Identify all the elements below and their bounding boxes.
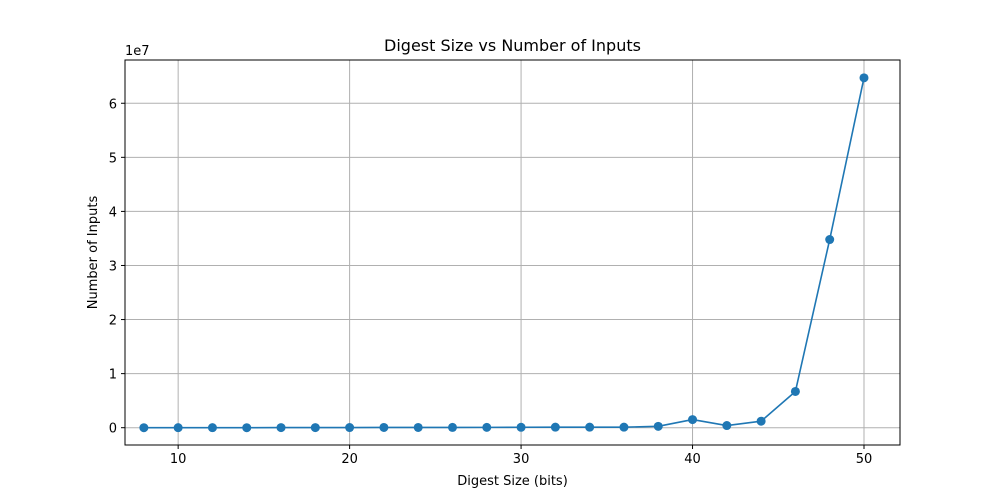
data-point xyxy=(790,386,800,396)
x-axis-label: Digest Size (bits) xyxy=(457,474,568,489)
plot-frame xyxy=(124,59,901,446)
data-point xyxy=(482,422,492,432)
y-axis-label: Number of Inputs xyxy=(86,196,101,310)
data-point xyxy=(345,423,355,433)
y-tick-label: 4 xyxy=(109,205,117,220)
series-line xyxy=(143,77,865,429)
data-point xyxy=(722,421,732,431)
x-tick-label: 40 xyxy=(684,452,701,467)
x-tick-label: 50 xyxy=(856,452,873,467)
y-tick-label: 1 xyxy=(109,368,117,383)
data-point xyxy=(688,415,698,425)
data-point xyxy=(516,422,526,432)
data-point xyxy=(756,416,766,426)
x-tick-label: 30 xyxy=(513,452,530,467)
y-tick-label: 5 xyxy=(109,151,117,166)
data-point xyxy=(276,423,286,433)
y-tick-label: 2 xyxy=(109,314,117,329)
x-tick-label: 10 xyxy=(170,452,187,467)
data-point xyxy=(242,423,252,433)
y-tick-label: 0 xyxy=(109,422,117,437)
data-point xyxy=(859,73,869,83)
data-point xyxy=(139,423,149,433)
data-point xyxy=(653,421,663,431)
axes: 10 20 30 40 50 0 1 2 3 4 5 6 xyxy=(109,97,873,467)
data-point xyxy=(585,422,595,432)
y-offset-label: 1e7 xyxy=(125,44,150,59)
series-layer xyxy=(139,73,869,433)
data-point xyxy=(379,422,389,432)
data-point xyxy=(825,235,835,245)
data-point xyxy=(413,422,423,432)
x-tick-label: 20 xyxy=(341,452,358,467)
data-point xyxy=(207,423,217,433)
data-point xyxy=(619,422,629,432)
data-point xyxy=(173,423,183,433)
y-tick-label: 3 xyxy=(109,259,117,274)
grid xyxy=(125,60,900,445)
chart-title: Digest Size vs Number of Inputs xyxy=(384,36,641,55)
y-tick-label: 6 xyxy=(109,97,117,112)
data-point xyxy=(447,422,457,432)
data-point xyxy=(550,422,560,432)
data-point xyxy=(310,423,320,433)
